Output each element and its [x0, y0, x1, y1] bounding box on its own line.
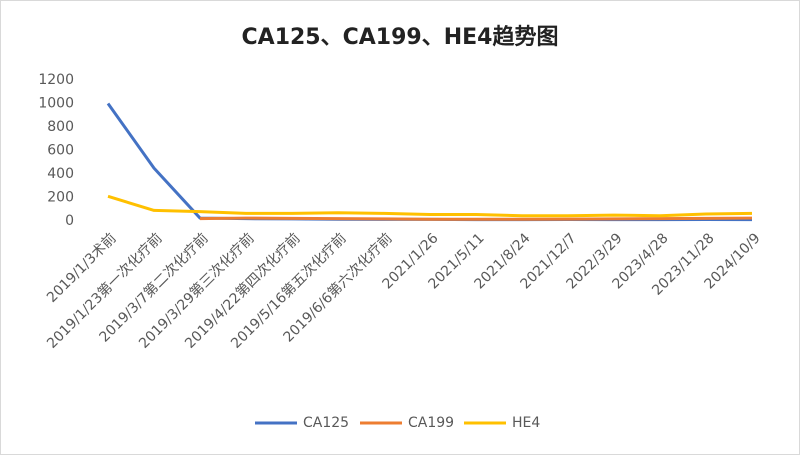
- y-tick-label: 200: [47, 190, 74, 206]
- legend-label: CA125: [303, 415, 349, 431]
- y-tick-label: 1000: [38, 96, 74, 112]
- y-tick-label: 400: [47, 166, 74, 182]
- y-tick-label: 800: [47, 119, 74, 135]
- legend-label: CA199: [408, 415, 454, 431]
- chart-title: CA125、CA199、HE4趋势图: [242, 24, 559, 50]
- y-tick-label: 0: [65, 213, 74, 229]
- series-line: [107, 194, 753, 218]
- y-tick-label: 1200: [38, 72, 74, 88]
- y-tick-label: 600: [47, 143, 74, 159]
- series-line: [199, 216, 753, 221]
- legend-label: HE4: [512, 415, 540, 431]
